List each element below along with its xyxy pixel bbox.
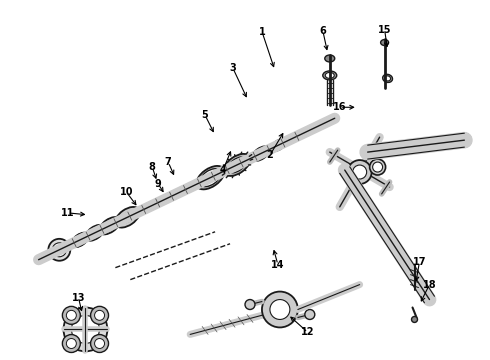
Circle shape xyxy=(91,334,108,352)
Text: 5: 5 xyxy=(202,110,208,120)
Ellipse shape xyxy=(381,40,389,45)
Circle shape xyxy=(72,315,99,343)
Circle shape xyxy=(245,300,255,310)
Ellipse shape xyxy=(99,217,120,234)
Text: 11: 11 xyxy=(61,208,74,218)
Text: 6: 6 xyxy=(319,26,326,36)
Circle shape xyxy=(91,306,108,324)
Circle shape xyxy=(369,159,386,175)
Ellipse shape xyxy=(72,233,88,247)
Circle shape xyxy=(62,306,80,324)
Text: 9: 9 xyxy=(155,179,162,189)
Circle shape xyxy=(305,310,315,319)
Ellipse shape xyxy=(200,169,221,186)
Text: 12: 12 xyxy=(301,327,315,337)
Ellipse shape xyxy=(457,133,471,147)
Text: 7: 7 xyxy=(165,157,172,167)
Ellipse shape xyxy=(323,71,337,80)
Text: 10: 10 xyxy=(120,187,133,197)
Text: 8: 8 xyxy=(149,162,156,172)
Circle shape xyxy=(62,334,80,352)
Circle shape xyxy=(66,310,76,320)
Ellipse shape xyxy=(75,236,85,244)
Text: 16: 16 xyxy=(333,102,346,112)
Ellipse shape xyxy=(90,229,100,237)
Ellipse shape xyxy=(254,148,267,159)
Text: 17: 17 xyxy=(413,257,426,267)
Ellipse shape xyxy=(325,55,335,62)
Circle shape xyxy=(95,338,104,348)
Circle shape xyxy=(353,165,367,179)
Text: 15: 15 xyxy=(378,24,392,35)
Circle shape xyxy=(95,310,104,320)
Text: 4: 4 xyxy=(220,165,226,175)
Circle shape xyxy=(66,338,76,348)
Text: 18: 18 xyxy=(423,280,436,289)
Text: 1: 1 xyxy=(259,27,265,37)
Circle shape xyxy=(64,307,107,351)
Circle shape xyxy=(262,292,298,328)
Text: 13: 13 xyxy=(72,293,85,302)
Ellipse shape xyxy=(52,243,66,257)
Circle shape xyxy=(412,316,417,323)
Circle shape xyxy=(348,160,371,184)
Ellipse shape xyxy=(227,157,246,173)
Ellipse shape xyxy=(383,74,392,82)
Ellipse shape xyxy=(121,211,134,223)
Ellipse shape xyxy=(224,154,250,176)
Ellipse shape xyxy=(115,207,140,228)
Text: 2: 2 xyxy=(267,150,273,160)
Ellipse shape xyxy=(49,239,70,261)
Ellipse shape xyxy=(252,146,270,161)
Ellipse shape xyxy=(271,139,286,151)
Ellipse shape xyxy=(385,76,391,81)
Text: 14: 14 xyxy=(271,260,285,270)
Text: 3: 3 xyxy=(230,63,236,73)
Ellipse shape xyxy=(325,72,334,78)
Circle shape xyxy=(270,300,290,319)
Ellipse shape xyxy=(231,160,243,170)
Ellipse shape xyxy=(103,221,116,231)
Circle shape xyxy=(372,162,383,172)
Ellipse shape xyxy=(72,233,89,247)
Ellipse shape xyxy=(196,166,224,189)
Ellipse shape xyxy=(274,141,283,149)
Ellipse shape xyxy=(85,225,104,241)
